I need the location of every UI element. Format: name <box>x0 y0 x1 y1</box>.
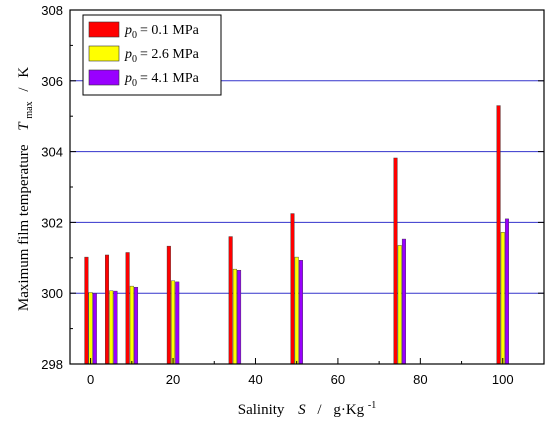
bar <box>397 245 402 365</box>
y-axis-unit: K <box>16 67 32 78</box>
x-axis-unit-exponent: -1 <box>368 400 376 411</box>
bar <box>134 286 139 365</box>
bar <box>125 252 130 365</box>
bar <box>496 105 501 365</box>
grid-layer <box>70 80 544 294</box>
bar <box>175 281 180 365</box>
bar <box>171 280 176 365</box>
legend-swatch <box>88 69 120 86</box>
x-axis-title: Salinity S / g·Kg -1 <box>238 400 377 418</box>
x-tick-label: 100 <box>492 372 514 387</box>
y-axis-title: Maximum film temperature T max / K <box>16 67 36 311</box>
legend-label: p0 = 4.1 MPa <box>124 71 200 89</box>
x-tick-label: 0 <box>87 372 94 387</box>
y-axis-name: Maximum film temperature <box>16 144 32 311</box>
x-axis-symbol: S <box>298 402 306 418</box>
legend: p0 = 0.1 MPa p0 = 2.6 MPa p0 = 4.1 MPa <box>82 14 222 96</box>
legend-swatch <box>88 45 120 62</box>
y-axis-symbol: T <box>16 121 32 131</box>
bar <box>290 213 295 365</box>
x-tick-label: 40 <box>248 372 262 387</box>
x-tick-label: 20 <box>166 372 180 387</box>
y-tick-label: 304 <box>41 145 63 160</box>
y-tick-label: 308 <box>41 3 63 18</box>
bar <box>298 260 303 365</box>
bar <box>500 232 505 365</box>
y-tick-label: 298 <box>41 357 63 372</box>
y-tick-label: 306 <box>41 74 63 89</box>
bar <box>393 157 398 365</box>
x-tick-label: 80 <box>413 372 427 387</box>
legend-label: p0 = 0.1 MPa <box>124 23 200 41</box>
bar <box>88 292 93 365</box>
bars-layer <box>84 105 509 365</box>
legend-swatch <box>88 21 120 38</box>
y-axis-subscript: max <box>24 101 35 118</box>
bar <box>237 269 242 365</box>
ticks-layer: 298 300 302 304 306 308 0 20 40 60 80 100 <box>41 3 544 387</box>
bar <box>401 238 406 365</box>
y-tick-label: 300 <box>41 286 63 301</box>
bar <box>294 256 299 365</box>
bar <box>84 256 89 365</box>
bar <box>113 290 118 365</box>
bar <box>504 218 509 365</box>
x-axis-name: Salinity <box>238 402 285 418</box>
legend-label: p0 = 2.6 MPa <box>124 47 200 65</box>
bar <box>129 285 134 365</box>
bar <box>105 254 110 365</box>
x-axis-unit: g·Kg <box>333 402 364 418</box>
y-tick-label: 302 <box>41 215 63 230</box>
x-tick-label: 60 <box>331 372 345 387</box>
bar <box>228 236 233 365</box>
bar <box>232 268 237 365</box>
bar <box>92 293 97 365</box>
bar <box>166 245 171 365</box>
bar <box>109 290 114 365</box>
